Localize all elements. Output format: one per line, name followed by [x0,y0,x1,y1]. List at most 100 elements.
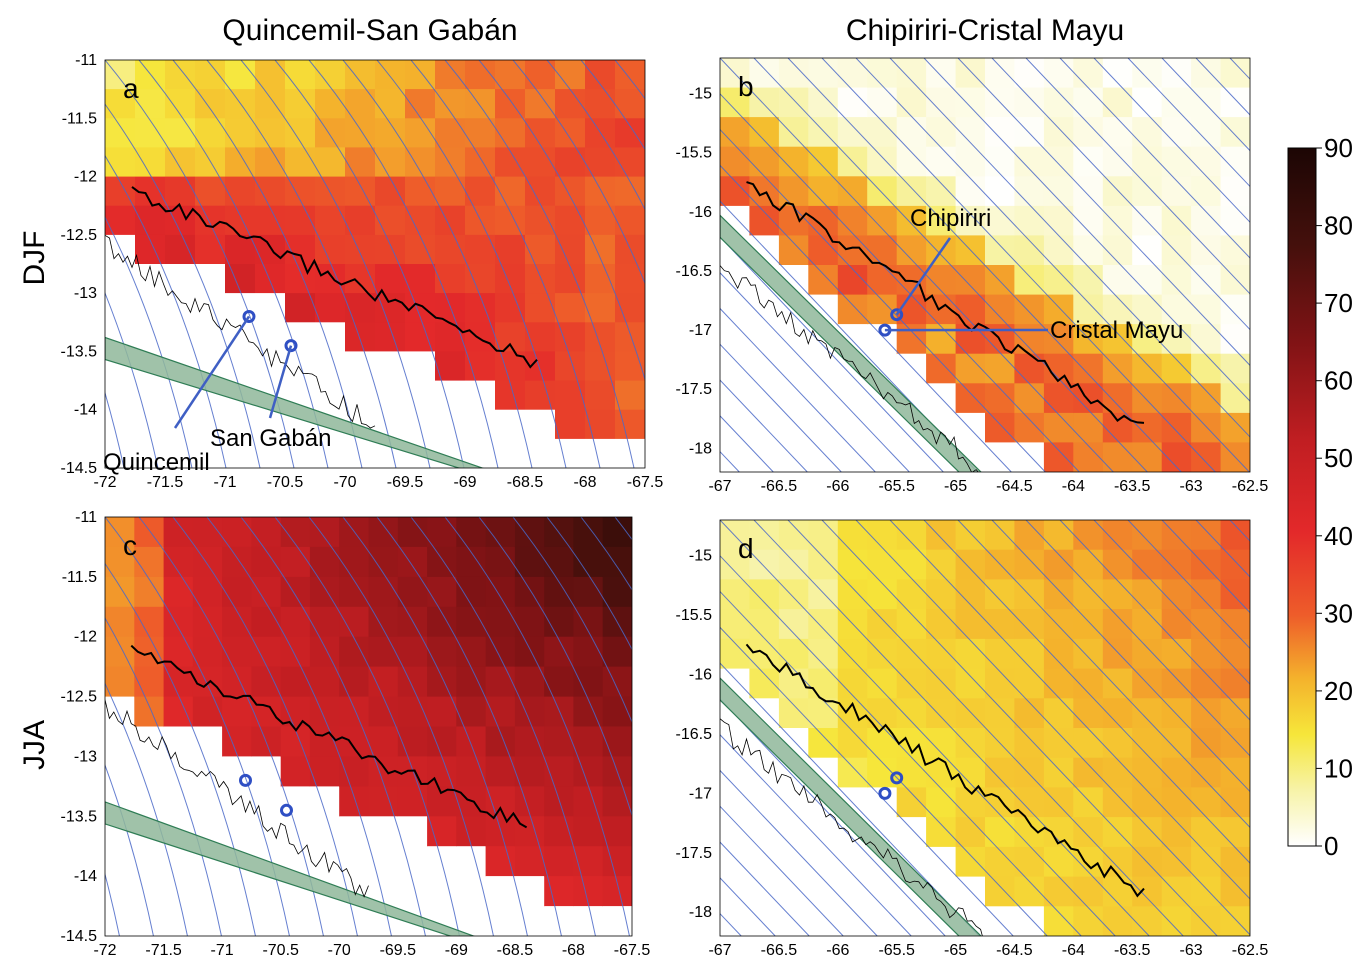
colorbar-gradient [1287,147,1317,847]
heatmap-cell [495,380,526,411]
heatmap-cell [1073,787,1104,818]
heatmap-cell [280,756,311,787]
heatmap-cell [615,409,645,440]
row-label-djf: DJF [18,231,51,286]
heatmap-cell [585,205,616,236]
heatmap-cell [456,726,487,757]
heatmap-cell [1073,383,1104,414]
heatmap-cell [525,438,556,468]
heatmap-cell [749,846,780,878]
x-tick-label: -71 [213,474,236,491]
heatmap-cell [1220,609,1250,640]
heatmap-cell [837,235,868,266]
heatmap-cell [222,876,252,907]
heatmap-cell [837,205,868,237]
heatmap-cell [1191,520,1222,551]
streamline [105,154,227,468]
heatmap-cell [1191,638,1222,670]
streamline [478,60,645,382]
heatmap-cell [465,380,496,411]
heatmap-cell [405,205,436,236]
heatmap-cell [485,576,516,608]
heatmap-cell [339,816,370,847]
heatmap-cell [615,264,645,294]
heatmap-cell [427,666,457,698]
heatmap-cell [435,89,466,119]
heatmap-cell [309,636,340,668]
heatmap-cell [397,666,428,698]
streamline [342,60,533,468]
heatmap-cell [1073,638,1104,670]
streamline [957,520,1250,829]
heatmap-cell [808,846,839,878]
colorbar: 90 80 70 60 50 40 30 20 10 0 [1287,133,1353,861]
heatmap-cell [163,906,194,936]
heatmap-cell [514,546,545,578]
heatmap-cell [251,696,282,728]
heatmap-cell [280,517,311,548]
heatmap-cell [309,696,340,728]
heatmap-cell [225,409,256,440]
heatmap-cell [1220,412,1250,444]
heatmap-cell [495,438,526,468]
heatmap-cell [1043,906,1074,936]
streamline [546,517,632,651]
heatmap-cell [1014,146,1045,177]
x-tick-label: -69 [445,942,468,959]
heatmap-cell [514,606,545,638]
heatmap-cell [1220,579,1250,610]
streamline [172,60,363,468]
heatmap-cell [926,205,957,237]
heatmap-cell [397,696,428,728]
heatmap-cell [985,412,1015,444]
heatmap-cell [985,520,1015,551]
heatmap-cell [485,546,516,578]
heatmap-cell [465,409,496,440]
heatmap-cell [544,816,575,847]
heatmap-cell [808,906,839,936]
heatmap-cell [720,87,750,118]
heatmap-cell [778,205,809,237]
heatmap-cell [339,576,370,608]
heatmap-cell [1132,294,1163,325]
heatmap-cell [195,60,226,90]
heatmap-cell [280,906,311,936]
heatmap-cell [1132,698,1163,729]
heatmap-cell [544,696,575,728]
heatmap-cell [837,176,868,207]
heatmap-cell [427,546,457,578]
heatmap-cell [985,579,1015,610]
heatmap-cell [163,756,194,787]
heatmap-cell [105,846,135,877]
heatmap-cell [985,442,1015,472]
heatmap-cell [1043,698,1074,729]
heatmap-cell [1102,146,1133,177]
heatmap-cell [778,876,809,907]
heatmap-cell [280,786,311,817]
heatmap-cell [896,549,927,580]
x-tick-label: -69 [453,474,476,491]
heatmap-cell [867,698,898,729]
heatmap-cell [525,264,556,294]
heatmap-cell [602,666,632,698]
heatmap-cell [368,846,399,877]
heatmap-cell [309,816,340,847]
heatmap-cell [105,293,136,323]
heatmap-cell [1132,609,1163,640]
heatmap-cell [837,442,868,472]
heatmap-cell [808,265,839,296]
y-tick-label: -13.5 [61,343,98,360]
heatmap-cell [573,756,604,787]
terrain-contour [746,181,1145,424]
heatmap-cell [345,176,376,207]
streamline [720,769,878,936]
streamline [274,517,460,936]
heatmap-cell [896,117,927,148]
heatmap-cell [163,696,194,728]
y-tick-label: -15 [689,548,712,565]
heatmap-cell [867,906,898,936]
heatmap-cell [345,118,376,148]
heatmap-cell [555,380,586,411]
panel-a: -72 -71.5 -71 -70.5 -70 -69.5 -69 -68.5 -68 -67.5… [61,52,664,491]
heatmap-cell [573,726,604,757]
